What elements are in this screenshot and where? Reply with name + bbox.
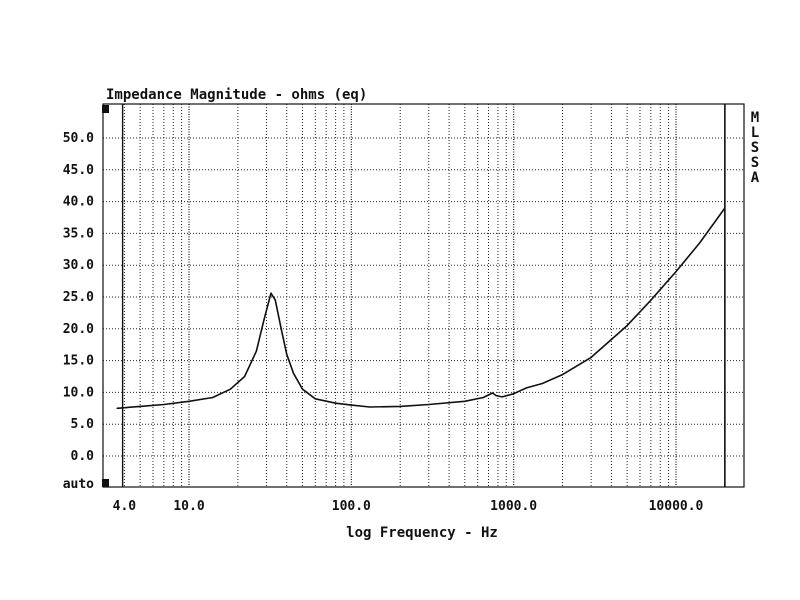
- y-tick-label: 20.0: [63, 322, 94, 337]
- impedance-data-point: [699, 242, 701, 244]
- impedance-data-point: [482, 396, 484, 399]
- impedance-data-point: [491, 392, 493, 394]
- impedance-data-point: [513, 393, 515, 395]
- x-tick-label: 4.0: [113, 499, 137, 514]
- side-label-letter: A: [751, 170, 760, 186]
- y-tick-label: 5.0: [71, 417, 95, 432]
- y-tick-label: 45.0: [63, 163, 94, 178]
- x-axis-label: log Frequency - Hz: [346, 525, 498, 541]
- y-tick-label: 50.0: [63, 131, 94, 146]
- impedance-data-point: [314, 398, 316, 400]
- impedance-data-point: [212, 396, 214, 399]
- x-tick-label: 1000.0: [490, 499, 537, 514]
- impedance-data-point: [274, 299, 276, 301]
- impedance-data-point: [255, 350, 257, 352]
- impedance-data-point: [286, 353, 288, 355]
- y-tick-label: 40.0: [63, 195, 94, 210]
- impedance-data-point: [270, 292, 272, 294]
- impedance-data-point: [590, 356, 592, 358]
- impedance-data-point: [229, 388, 231, 390]
- impedance-data-point: [350, 404, 352, 406]
- corner-marker-bottom: [102, 479, 109, 487]
- x-minor-gridlines: [123, 104, 726, 487]
- y-tick-label-auto: auto: [63, 477, 94, 492]
- impedance-data-point: [116, 407, 118, 409]
- impedance-data-point: [464, 400, 466, 402]
- impedance-data-point: [263, 318, 265, 320]
- side-label-letter: S: [751, 140, 759, 156]
- x-tick-label: 10000.0: [649, 499, 704, 514]
- y-tick-labels: 50.0 45.0 40.0 35.0 30.0 25.0 20.0 15.0 10.0 5.0 0…: [63, 131, 94, 492]
- side-label-letter: L: [751, 125, 759, 141]
- impedance-data-point: [675, 271, 677, 273]
- impedance-data-point: [139, 405, 141, 407]
- y-tick-label: 10.0: [63, 385, 94, 400]
- y-tick-label: 15.0: [63, 354, 94, 369]
- x-major-gridlines: [121, 104, 677, 487]
- impedance-data-point: [501, 396, 503, 398]
- side-label-letter: M: [751, 110, 759, 126]
- y-tick-label: 25.0: [63, 290, 94, 305]
- y-tick-label: 0.0: [71, 449, 95, 464]
- impedance-data-point: [335, 402, 337, 404]
- y-tick-label: 30.0: [63, 258, 94, 273]
- impedance-data-point: [650, 299, 652, 301]
- impedance-data-point: [626, 325, 628, 327]
- x-tick-label: 100.0: [332, 499, 371, 514]
- chart-title: Impedance Magnitude - ohms (eq): [106, 87, 367, 103]
- impedance-data-point: [369, 406, 371, 408]
- impedance-data-point: [724, 207, 726, 209]
- impedance-data-point: [561, 374, 564, 376]
- impedance-data-point: [541, 382, 543, 385]
- y-gridlines: [103, 137, 744, 457]
- impedance-data-point: [525, 387, 528, 389]
- impedance-data-point: [244, 375, 246, 378]
- impedance-data-point: [428, 403, 430, 406]
- impedance-data-point: [188, 400, 190, 402]
- impedance-series-line: [116, 207, 726, 410]
- x-tick-labels: 4.0 10.0 100.0 1000.0 10000.0: [113, 499, 704, 514]
- impedance-data-point: [495, 395, 497, 397]
- corner-marker-top: [102, 105, 109, 113]
- x-tick-label: 10.0: [173, 499, 204, 514]
- y-tick-label: 35.0: [63, 226, 94, 241]
- side-label-letter: S: [751, 155, 759, 171]
- impedance-data-point: [163, 403, 165, 406]
- impedance-data-point: [301, 388, 304, 390]
- impedance-data-point: [292, 372, 295, 374]
- impedance-data-point: [399, 405, 401, 407]
- impedance-series-points: [116, 207, 726, 409]
- impedance-data-point: [280, 328, 282, 330]
- plot-frame: [102, 103, 745, 488]
